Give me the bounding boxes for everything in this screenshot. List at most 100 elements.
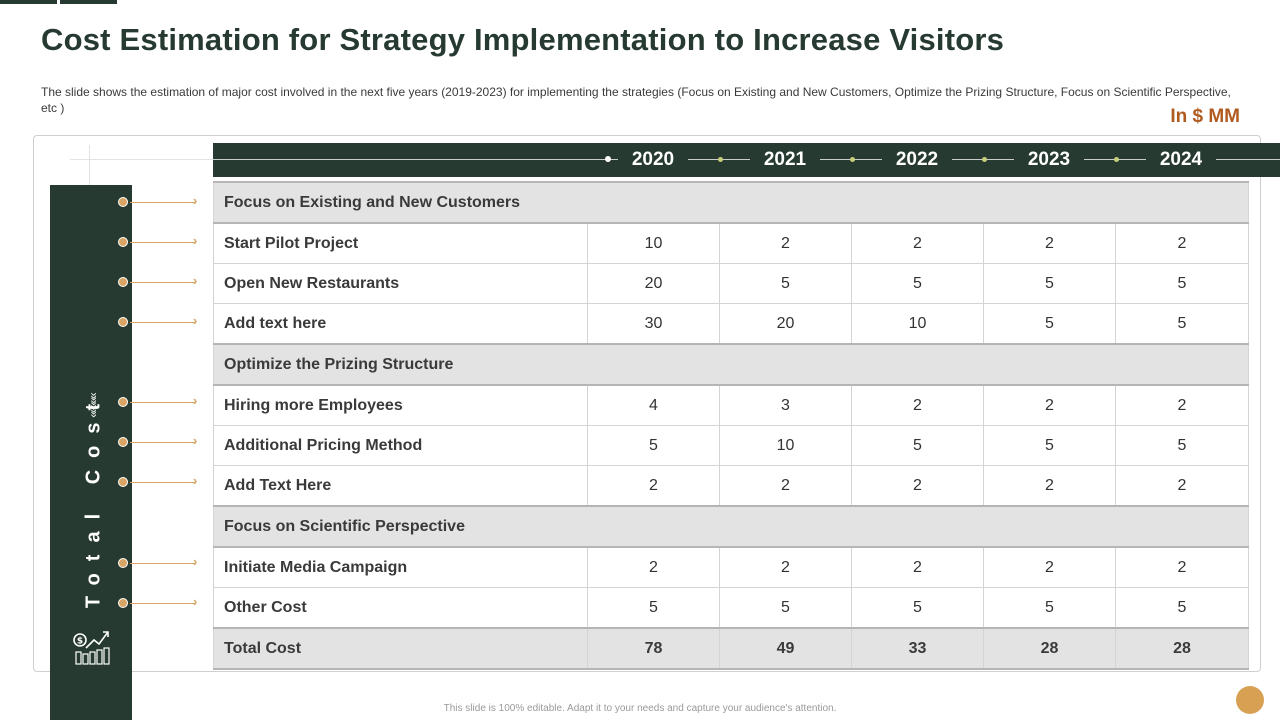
cell-value: 2 [587,546,720,588]
cell-value: 2 [851,222,984,264]
table-row: Add text here 30 20 10 5 5 [213,303,1250,345]
section-row-scientific: Focus on Scientific Perspective [212,505,1250,548]
top-tab-right [60,0,117,4]
svg-text:$: $ [77,637,83,647]
row-marker: › [118,433,208,448]
total-label: Total Cost [213,627,588,670]
year-header-bar: 2020 2021 2022 2023 2024 [213,143,1280,177]
year-label-2024: 2024 [1146,148,1216,172]
marker-line [130,442,196,443]
total-value: 49 [719,627,852,670]
cell-value: 2 [1114,465,1250,507]
row-marker: › [118,594,208,609]
cell-value: 2 [719,465,852,507]
cell-value: 2 [719,222,852,264]
cell-value: 5 [851,587,984,629]
row-label: Start Pilot Project [213,222,588,264]
timeline-start-dot [605,156,611,162]
chevron-right-icon: › [193,393,198,408]
cell-value: 5 [983,425,1116,466]
cell-value: 5 [719,263,852,304]
chevron-right-icon: › [193,594,198,609]
chevron-right-icon: › [193,273,198,288]
total-value: 78 [587,627,720,670]
corner-circle-decoration [1236,686,1264,714]
cell-value: 10 [587,222,720,264]
money-growth-icon: $ [72,626,112,671]
section-title: Focus on Scientific Perspective [212,505,1250,548]
marker-line [130,282,196,283]
table-row: Start Pilot Project 10 2 2 2 2 [213,222,1250,264]
row-label: Hiring more Employees [213,384,588,426]
cell-value: 5 [1114,303,1250,345]
chevron-right-icon: › [193,233,198,248]
table-row: Open New Restaurants 20 5 5 5 5 [213,263,1250,304]
slide-subtitle: The slide shows the estimation of major … [41,85,1231,115]
cell-value: 10 [719,425,852,466]
chevron-right-icon: › [193,193,198,208]
cell-value: 2 [587,465,720,507]
chevron-right-icon: › [193,433,198,448]
cell-value: 2 [1114,222,1250,264]
marker-line [130,563,196,564]
timeline-dot [718,157,723,162]
cell-value: 2 [1114,384,1250,426]
content-frame [33,135,1261,672]
row-marker: › [118,273,208,288]
cell-value: 5 [1114,425,1250,466]
row-label: Initiate Media Campaign [213,546,588,588]
section-row-customers: Focus on Existing and New Customers [212,181,1250,224]
row-marker: › [118,554,208,569]
section-title: Optimize the Prizing Structure [212,343,1250,386]
row-marker: › [118,473,208,488]
marker-line [130,603,196,604]
total-cost-sidebar [50,185,132,720]
year-timeline-line [213,159,1280,160]
timeline-dot [850,157,855,162]
year-label-2023: 2023 [1014,148,1084,172]
marker-dot-icon [118,397,128,407]
cell-value: 2 [851,465,984,507]
marker-dot-icon [118,317,128,327]
section-row-pricing: Optimize the Prizing Structure [212,343,1250,386]
row-marker: › [118,313,208,328]
row-marker: › [118,393,208,408]
marker-line [130,322,196,323]
cell-value: 5 [719,587,852,629]
marker-dot-icon [118,277,128,287]
cell-value: 2 [983,465,1116,507]
year-label-2022: 2022 [882,148,952,172]
chevron-right-icon: › [193,473,198,488]
cell-value: 5 [983,303,1116,345]
chevron-right-icon: › [193,554,198,569]
marker-dot-icon [118,237,128,247]
marker-line [130,482,196,483]
row-label: Add text here [213,303,588,345]
cell-value: 20 [587,263,720,304]
row-label: Additional Pricing Method [213,425,588,466]
cell-value: 30 [587,303,720,345]
cell-value: 2 [851,384,984,426]
cell-value: 2 [1114,546,1250,588]
total-value: 28 [1114,627,1250,670]
cell-value: 2 [983,546,1116,588]
cell-value: 5 [983,263,1116,304]
cell-value: 2 [983,384,1116,426]
row-label: Open New Restaurants [213,263,588,304]
table-row: Hiring more Employees 4 3 2 2 2 [213,384,1250,426]
cost-estimation-table: Focus on Existing and New Customers Star… [212,181,1250,670]
row-label: Other Cost [213,587,588,629]
row-marker: › [118,233,208,248]
cell-value: 5 [851,425,984,466]
cell-value: 3 [719,384,852,426]
cell-value: 5 [983,587,1116,629]
table-row: Other Cost 5 5 5 5 5 [213,587,1250,629]
year-label-2020: 2020 [618,148,688,172]
timeline-dot [1114,157,1119,162]
slide-title: Cost Estimation for Strategy Implementat… [41,22,1005,57]
marker-dot-icon [118,197,128,207]
year-label-2021: 2021 [750,148,820,172]
cell-value: 5 [1114,263,1250,304]
marker-dot-icon [118,558,128,568]
marker-dot-icon [118,477,128,487]
